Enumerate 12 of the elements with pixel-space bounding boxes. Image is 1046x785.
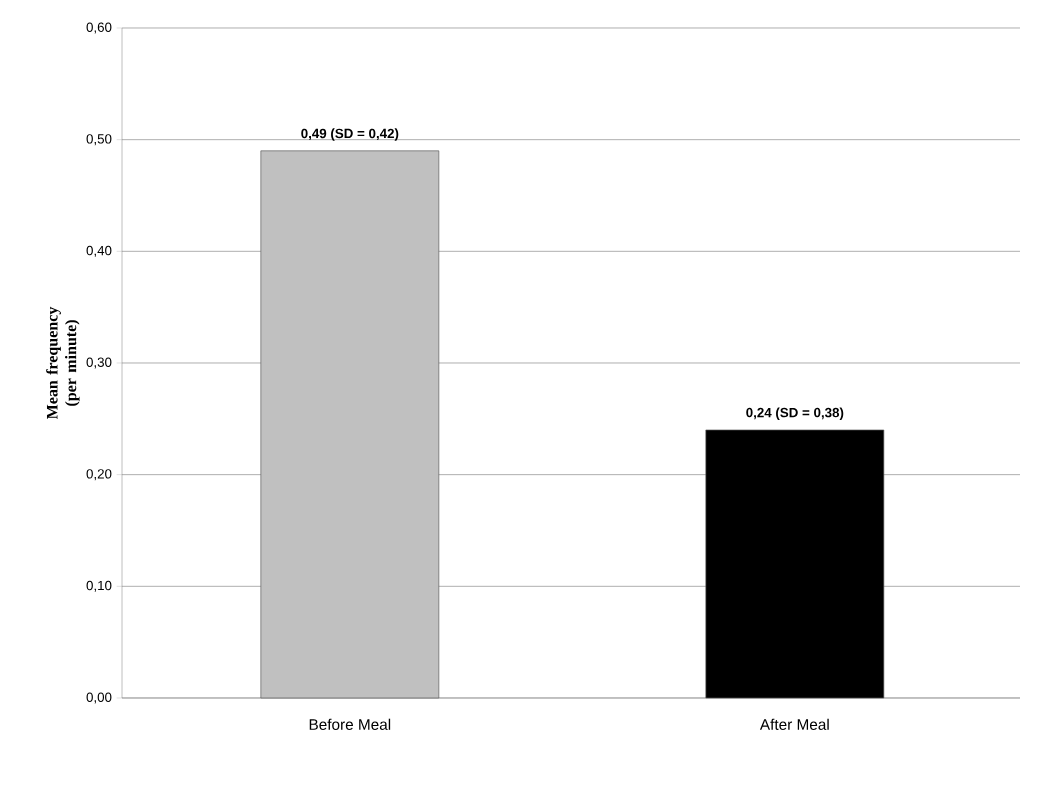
data-label: 0,49 (SD = 0,42) [301, 128, 399, 141]
y-tick-label: 0,30 [86, 357, 112, 369]
y-axis-title: Mean frequency (per minute) [46, 306, 80, 420]
y-tick-label: 0,60 [86, 22, 112, 34]
x-tick-label: After Meal [759, 718, 829, 730]
y-tick-label: 0,50 [86, 134, 112, 146]
y-tick-label: 0,20 [86, 469, 112, 481]
y-tick-label: 0,40 [86, 245, 112, 257]
x-tick-label: Before Meal [309, 718, 391, 730]
y-tick-label: 0,00 [86, 692, 112, 704]
y-tick-label: 0,10 [86, 580, 112, 592]
data-label: 0,24 (SD = 0,38) [746, 407, 844, 420]
